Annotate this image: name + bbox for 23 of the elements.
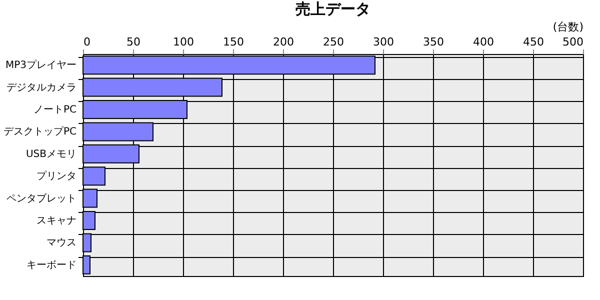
y-tick-label: デジタルカメラ (6, 82, 76, 94)
y-tick-label: デスクトップPC (3, 126, 77, 138)
y-tick-label: ペンタブレット (6, 192, 76, 204)
y-tick-label: キーボード (26, 260, 76, 271)
x-tick-label: 50 (126, 36, 140, 48)
x-tick-label: 100 (173, 36, 194, 48)
x-tick-label: 450 (523, 36, 544, 48)
y-tick-label: USBメモリ (26, 148, 76, 160)
x-tick-label: 250 (323, 36, 344, 48)
x-tick-label: 400 (473, 36, 494, 48)
x-tick-label: 350 (423, 36, 444, 48)
chart-title: 売上データ (296, 0, 370, 18)
x-tick-label: 500 (562, 36, 584, 48)
x-axis-title: (台数) (552, 20, 584, 34)
y-tick-label: マウス (46, 238, 76, 249)
x-tick-label: 200 (273, 36, 294, 48)
x-tick-label: 300 (373, 36, 394, 48)
x-tick-label: 0 (84, 36, 90, 48)
x-tick-label: 150 (223, 36, 244, 48)
y-tick-label: プリンタ (36, 170, 76, 182)
y-tick-label: MP3プレイヤー (5, 59, 76, 72)
y-tick-label: ノートPC (33, 104, 77, 116)
y-tick-label: スキャナ (36, 216, 76, 226)
